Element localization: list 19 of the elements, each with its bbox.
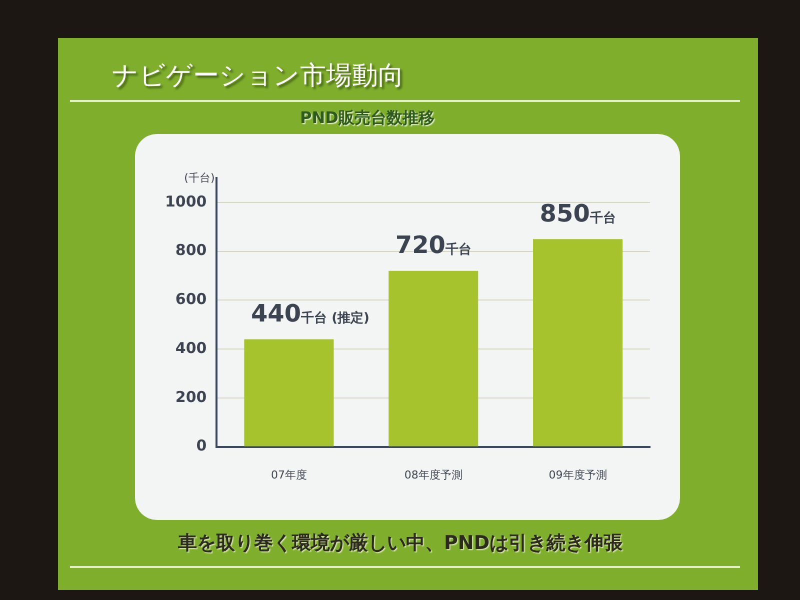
data-label: 850千台 [540,199,616,228]
y-tick-label: 0 [196,436,207,455]
x-tick-label: 09年度予測 [548,468,607,482]
chart-title: ナビゲーション市場動向 [112,60,404,93]
y-tick-label: 1000 [165,192,207,210]
bar [244,339,334,446]
y-tick-label: 600 [175,290,207,308]
data-label: 440千台 (推定) [250,300,370,328]
x-tick-label: 07年度 [270,468,307,482]
bar [533,239,623,446]
data-label: 720千台 [395,231,472,260]
chart-subtitle: PND販売台数推移 [300,108,434,129]
x-tick-label: 08年度予測 [404,468,462,482]
y-tick-label: 800 [175,241,207,260]
y-axis-title: (千台) [184,171,215,184]
bar [388,270,478,446]
y-tick-label: 200 [175,388,207,406]
text: 車を取り巻く環境が厳しい中、PNDは引き続き伸張 [178,531,623,556]
y-tick-label: 400 [175,338,207,357]
